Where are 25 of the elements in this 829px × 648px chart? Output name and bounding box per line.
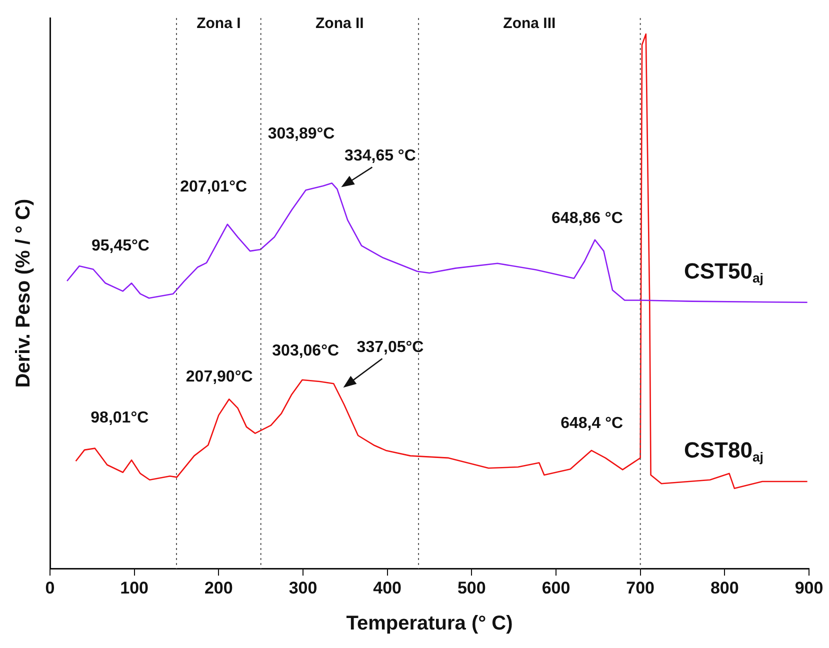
x-tick-label: 700 [626, 578, 655, 598]
annotation: 303,06°C [272, 342, 340, 360]
annotation: 648,4 °C [560, 414, 624, 432]
x-tick-label: 400 [373, 578, 402, 598]
x-tick-label: 500 [457, 578, 486, 598]
annotation: 98,01°C [90, 409, 150, 426]
annotation: 303,89°C [268, 126, 336, 143]
annotation: 95,45°C [91, 238, 150, 255]
text: Zona I [196, 15, 241, 32]
x-axis-title: Temperatura (° C) [346, 612, 513, 635]
x-tick-label: 800 [710, 578, 739, 598]
annotation: 334,65 °C [344, 148, 416, 165]
text: Zona II [316, 15, 364, 32]
x-tick-label: 0 [45, 578, 55, 598]
x-tick-label: 100 [120, 578, 149, 598]
x-tick-label: 600 [542, 578, 570, 598]
x-tick-label: 300 [288, 578, 318, 598]
annotation: 337,05°C [356, 339, 424, 356]
annotation: 207,01°C [180, 178, 248, 196]
text: Zona III [503, 15, 556, 32]
x-tick-label: 200 [204, 578, 233, 598]
x-tick-label: 900 [794, 578, 824, 598]
annotation: 648,86 °C [552, 210, 624, 228]
annotation: 207,90°C [186, 368, 254, 386]
y-axis-title: Deriv. Peso (% / ° C) [12, 198, 35, 388]
